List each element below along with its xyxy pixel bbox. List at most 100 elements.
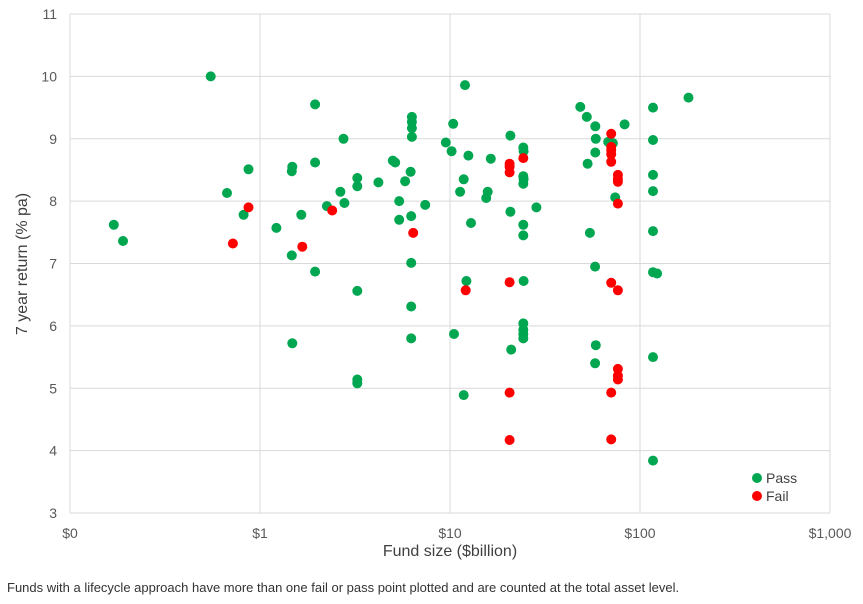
pass-point — [449, 329, 459, 339]
pass-point — [648, 186, 658, 197]
fail-point — [612, 176, 623, 187]
pass-point — [458, 174, 469, 185]
pass-point — [335, 186, 346, 197]
x-axis-label: Fund size ($billion) — [383, 543, 517, 560]
pass-point — [238, 209, 249, 220]
y-tick-label: 6 — [49, 318, 57, 334]
pass-point — [310, 157, 321, 168]
y-tick-label: 3 — [49, 505, 57, 521]
pass-point — [455, 186, 466, 197]
pass-point — [373, 177, 384, 188]
pass-point — [296, 209, 307, 220]
fail-point — [612, 374, 623, 385]
pass-point — [518, 219, 529, 230]
legend-pass-label: Pass — [766, 470, 797, 486]
fail-point — [227, 238, 238, 249]
pass-point — [582, 158, 593, 169]
pass-point — [590, 147, 601, 158]
pass-point — [648, 455, 658, 466]
pass-point — [394, 214, 405, 225]
y-axis-label: 7 year return (% pa) — [14, 193, 31, 335]
y-tick-labels: 3 4 5 6 7 8 9 10 11 — [41, 6, 57, 521]
pass-point — [420, 199, 431, 210]
pass-point — [590, 340, 601, 351]
pass-point — [310, 266, 321, 277]
pass-point — [463, 150, 474, 161]
pass-point — [406, 211, 417, 222]
x-tick-label: $1,000 — [809, 525, 852, 541]
fail-point — [606, 149, 617, 160]
pass-point — [590, 358, 601, 369]
x-tick-label: $1 — [252, 525, 268, 541]
fail-point — [297, 241, 308, 252]
fail-point — [460, 285, 471, 296]
pass-point — [205, 71, 216, 82]
pass-point — [406, 123, 417, 134]
fail-point — [408, 227, 419, 238]
legend-pass-marker — [752, 473, 762, 483]
pass-point — [339, 198, 350, 208]
pass-point — [619, 119, 630, 130]
pass-point — [590, 133, 601, 144]
pass-point — [648, 102, 658, 113]
x-tick-label: $100 — [624, 525, 655, 541]
fail-point — [504, 277, 515, 288]
pass-point — [584, 227, 595, 238]
pass-point — [310, 99, 321, 110]
fail-point — [612, 198, 623, 209]
pass-point — [485, 153, 496, 164]
pass-point — [271, 222, 282, 233]
fail-point — [612, 363, 623, 374]
fail-point — [606, 128, 617, 139]
fail-point — [327, 205, 338, 216]
pass-point — [518, 333, 529, 344]
fail-point — [243, 202, 254, 213]
pass-point — [518, 178, 529, 189]
legend-fail-label: Fail — [766, 488, 789, 504]
pass-point — [108, 219, 119, 230]
pass-point — [222, 188, 232, 198]
pass-point — [287, 338, 298, 349]
data-points — [108, 71, 694, 466]
pass-point — [352, 285, 363, 296]
pass-point — [458, 390, 469, 401]
pass-point — [118, 236, 128, 246]
fail-point — [504, 387, 515, 398]
pass-point — [390, 157, 401, 168]
pass-point — [581, 111, 592, 122]
pass-point — [590, 261, 601, 272]
fail-point — [518, 153, 529, 164]
fail-point — [606, 156, 617, 167]
y-tick-label: 5 — [49, 380, 57, 396]
fail-point — [606, 434, 617, 445]
pass-point — [352, 378, 363, 389]
x-tick-label: $10 — [438, 525, 462, 541]
pass-point — [590, 121, 601, 132]
pass-point — [506, 344, 517, 355]
pass-point — [394, 196, 405, 207]
x-tick-label: $0 — [62, 525, 78, 541]
pass-point — [531, 202, 542, 213]
fail-point — [504, 167, 515, 178]
pass-point — [648, 352, 658, 363]
pass-point — [482, 186, 493, 197]
x-tick-labels: $0 $1 $10 $100 $1,000 — [62, 525, 851, 541]
pass-point — [338, 133, 349, 144]
y-tick-label: 7 — [49, 256, 57, 272]
pass-point — [352, 181, 363, 192]
pass-point — [652, 268, 663, 279]
pass-point — [406, 301, 417, 312]
pass-point — [440, 137, 451, 148]
pass-point — [406, 131, 417, 142]
pass-point — [406, 333, 417, 344]
pass-point — [648, 226, 658, 237]
fail-point — [612, 285, 623, 296]
pass-point — [575, 101, 586, 112]
legend: Pass Fail — [752, 470, 797, 504]
pass-point — [505, 130, 516, 141]
pass-point — [446, 146, 457, 157]
pass-point — [406, 257, 417, 268]
pass-point — [518, 230, 529, 241]
pass-point — [287, 161, 298, 172]
pass-point — [243, 164, 254, 175]
